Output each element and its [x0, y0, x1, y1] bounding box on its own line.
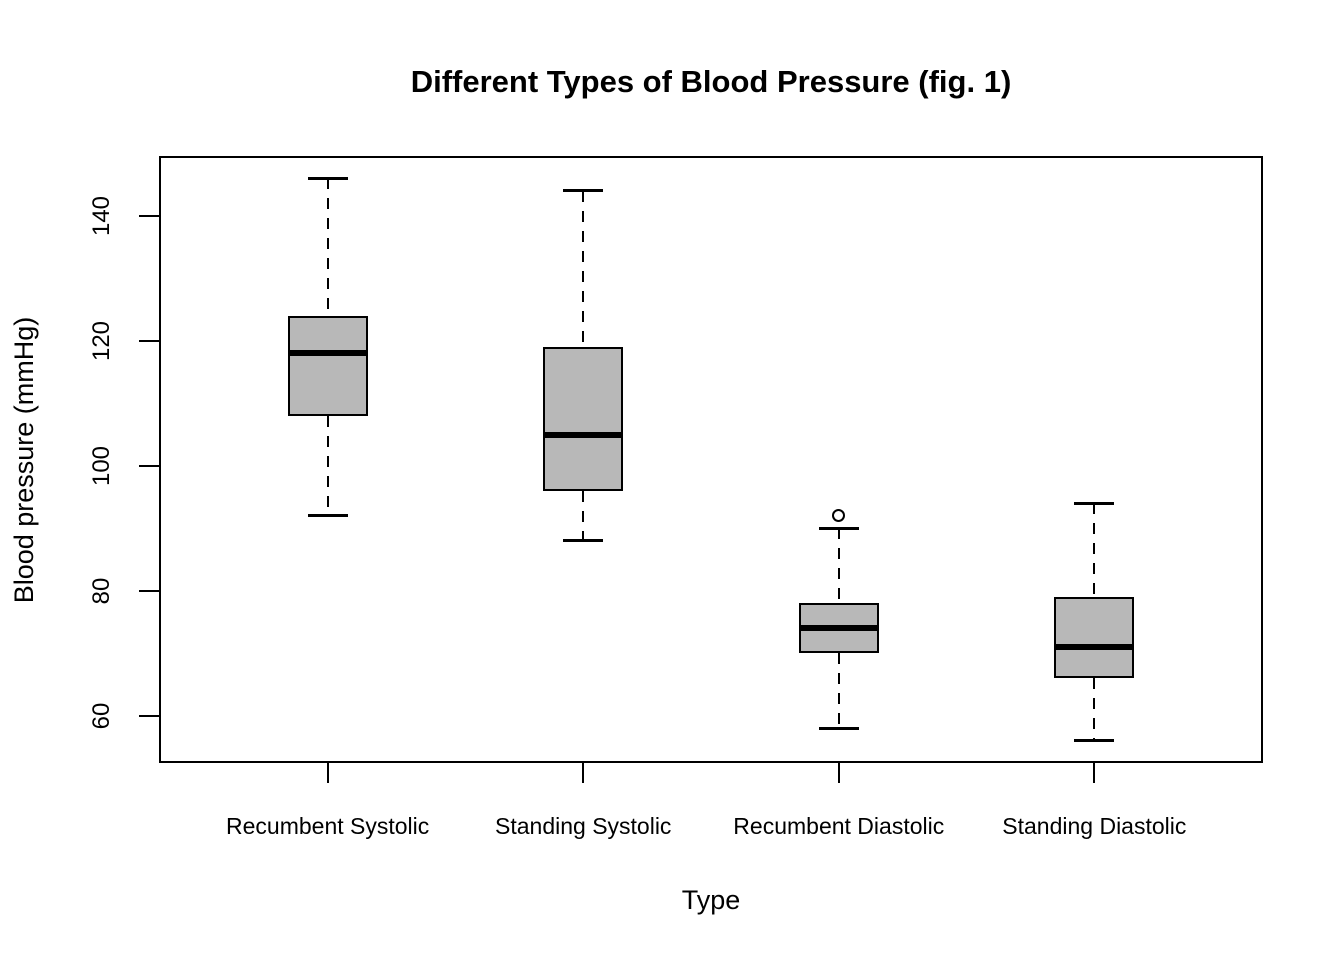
- x-axis-tick: [326, 763, 329, 783]
- upper-whisker-cap: [563, 189, 604, 193]
- upper-whisker-cap: [1074, 501, 1115, 505]
- upper-whisker-line: [837, 528, 840, 604]
- y-axis-tick: [139, 589, 159, 592]
- y-axis-tick: [139, 214, 159, 217]
- iqr-box: [1054, 596, 1135, 679]
- upper-whisker-cap: [818, 526, 859, 530]
- outlier-point: [832, 509, 846, 523]
- upper-whisker-line: [582, 190, 585, 348]
- median-line: [287, 350, 368, 357]
- y-axis-title: Blood pressure (mmHg): [9, 316, 39, 604]
- upper-whisker-line: [326, 178, 329, 316]
- lower-whisker-line: [326, 415, 329, 516]
- x-axis-title: Type: [681, 885, 741, 915]
- y-axis-tick: [139, 714, 159, 717]
- x-axis-tick-label: Standing Systolic: [495, 813, 672, 839]
- x-axis-tick: [837, 763, 840, 783]
- lower-whisker-line: [582, 490, 585, 541]
- x-axis-tick-label: Standing Diastolic: [1002, 813, 1187, 839]
- x-axis-tick: [582, 763, 585, 783]
- y-axis-tick-label: 140: [88, 195, 115, 236]
- chart-title: Different Types of Blood Pressure (fig. …: [410, 64, 1012, 99]
- iqr-box: [543, 347, 624, 491]
- y-axis-tick-label: 100: [88, 445, 115, 486]
- median-line: [1054, 643, 1135, 650]
- lower-whisker-cap: [563, 539, 604, 543]
- lower-whisker-cap: [307, 514, 348, 518]
- lower-whisker-line: [837, 653, 840, 729]
- x-axis-tick-label: Recumbent Diastolic: [733, 813, 945, 839]
- x-axis-tick-label: Recumbent Systolic: [226, 813, 430, 839]
- median-line: [543, 431, 624, 438]
- y-axis-tick-label: 60: [88, 702, 115, 729]
- upper-whisker-line: [1093, 503, 1096, 597]
- lower-whisker-cap: [818, 726, 859, 730]
- lower-whisker-line: [1093, 678, 1096, 741]
- y-axis-tick: [139, 464, 159, 467]
- lower-whisker-cap: [1074, 739, 1115, 743]
- y-axis-tick-label: 80: [88, 577, 115, 604]
- x-axis-tick: [1093, 763, 1096, 783]
- y-axis-tick: [139, 339, 159, 342]
- y-axis-tick-label: 120: [88, 320, 115, 361]
- upper-whisker-cap: [307, 176, 348, 180]
- median-line: [798, 625, 879, 632]
- iqr-box: [287, 315, 368, 416]
